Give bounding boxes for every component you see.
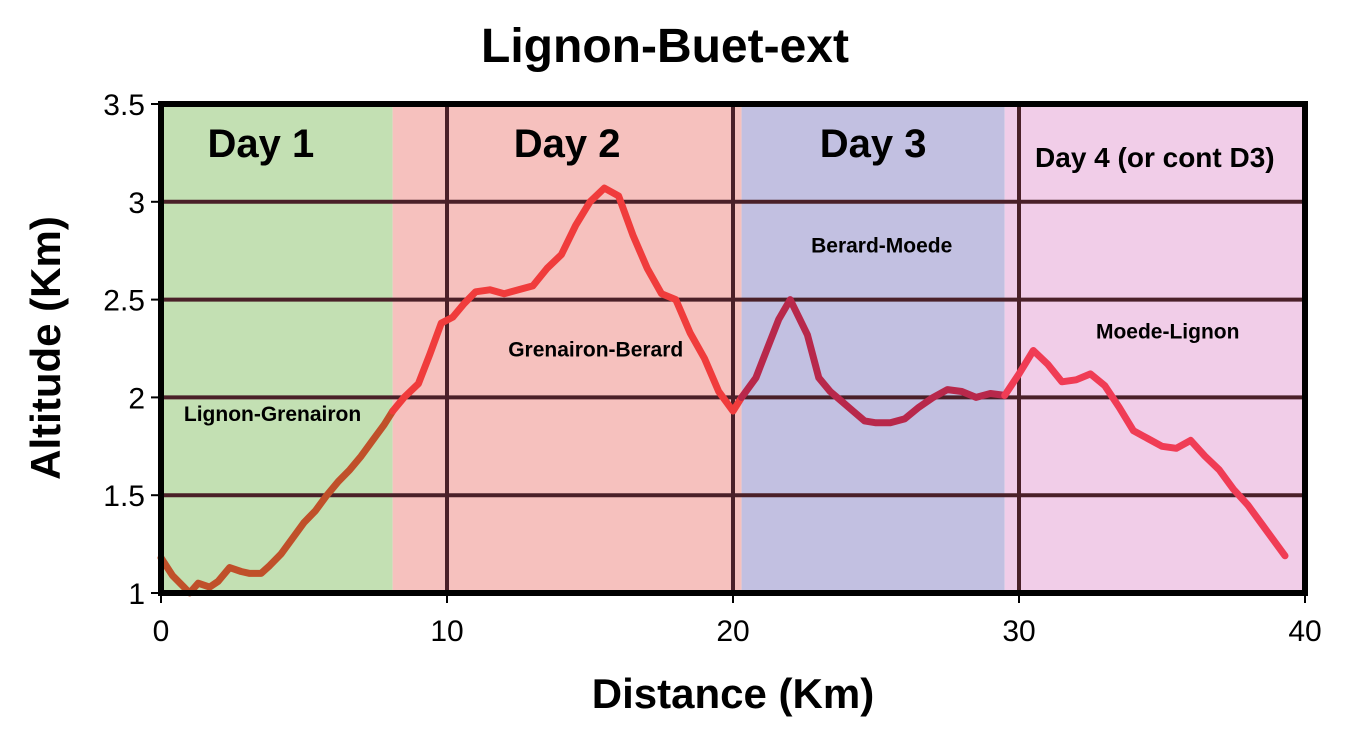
x-tick-label: 0 xyxy=(153,615,170,648)
annotations: Day 1 Day 2 Day 3 Day 4 (or cont D3) Lignon-… xyxy=(184,122,1275,426)
y-tick-label: 3 xyxy=(128,187,145,220)
x-tick-label: 10 xyxy=(430,615,463,648)
segment-label-1: Lignon-Grenairon xyxy=(184,403,361,426)
day-band-2 xyxy=(392,104,742,593)
y-tick-label: 1 xyxy=(128,578,145,611)
y-tick-label: 2.5 xyxy=(103,285,145,318)
day-label-3: Day 3 xyxy=(820,122,927,166)
day-label-1: Day 1 xyxy=(207,122,314,166)
x-tick-label: 30 xyxy=(1002,615,1035,648)
day-band-3 xyxy=(741,104,1005,593)
y-tick-label: 1.5 xyxy=(103,480,145,513)
chart-title: Lignon-Buet-ext xyxy=(481,20,849,73)
series-lines xyxy=(157,184,1289,597)
x-tick-label: 20 xyxy=(716,615,749,648)
y-axis-label: Altitude (Km) xyxy=(22,216,69,480)
y-tick-label: 2 xyxy=(128,382,145,415)
series-line-1 xyxy=(157,407,397,597)
day-label-4: Day 4 (or cont D3) xyxy=(1035,142,1275,173)
day-label-2: Day 2 xyxy=(514,122,621,166)
x-tick-label: 40 xyxy=(1288,615,1321,648)
series-line-4 xyxy=(1001,347,1289,560)
series-line-3 xyxy=(738,296,1009,427)
x-axis-label: Distance (Km) xyxy=(592,670,874,717)
axis-ticks: 0 10 20 30 40 1 1.5 2 2.5 3 3.5 xyxy=(103,89,1321,648)
day-band-1 xyxy=(161,104,393,593)
segment-label-2: Grenairon-Berard xyxy=(508,338,683,361)
day-bands xyxy=(161,104,1305,593)
y-tick-label: 3.5 xyxy=(103,89,145,122)
series-line-2 xyxy=(389,184,746,415)
segment-label-3: Berard-Moede xyxy=(811,235,952,258)
segment-label-4: Moede-Lignon xyxy=(1096,321,1239,344)
